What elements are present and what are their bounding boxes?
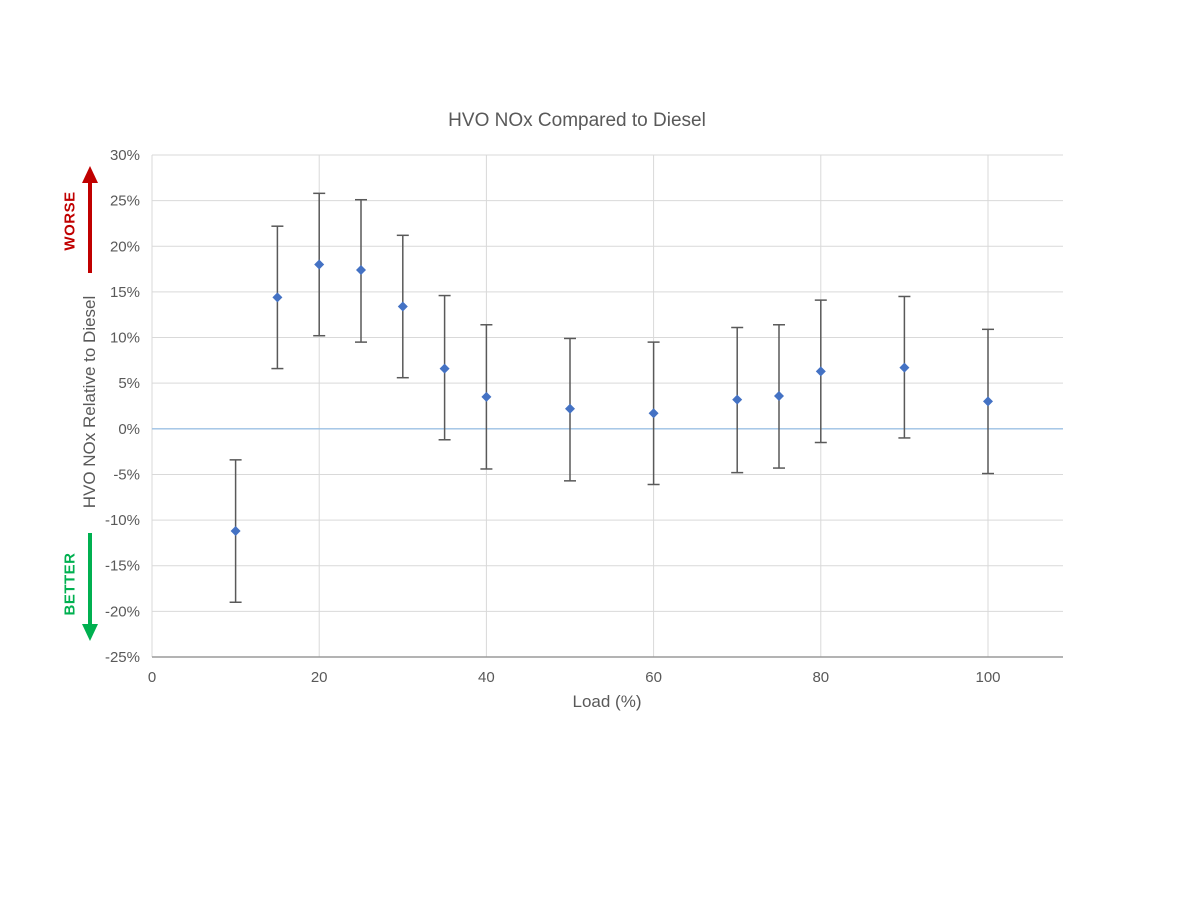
y-tick-label: -20% <box>105 603 140 620</box>
y-tick-label: -5% <box>113 466 140 483</box>
data-point-marker <box>481 391 492 402</box>
y-tick-label: -10% <box>105 512 140 529</box>
data-point-marker <box>314 259 325 270</box>
data-point-marker <box>648 408 659 419</box>
data-point-marker <box>230 526 241 537</box>
data-point-marker <box>732 394 743 405</box>
x-tick-label: 20 <box>311 669 328 686</box>
y-tick-label: 25% <box>110 193 140 210</box>
y-tick-label: 5% <box>118 375 140 392</box>
y-tick-label: 0% <box>118 421 140 438</box>
data-point-marker <box>774 390 784 401</box>
data-point-marker <box>899 362 910 373</box>
data-point-marker <box>439 363 450 374</box>
y-tick-label: 30% <box>110 147 140 164</box>
y-tick-label: 10% <box>110 330 140 347</box>
better-arrowhead-icon <box>82 624 98 641</box>
chart-title: HVO NOx Compared to Diesel <box>448 110 706 131</box>
y-tick-label: -25% <box>105 649 140 666</box>
x-tick-label: 60 <box>645 669 662 686</box>
x-tick-label: 40 <box>478 669 495 686</box>
data-point-marker <box>565 403 575 414</box>
x-axis-title: Load (%) <box>572 692 642 711</box>
worse-arrowhead-icon <box>82 166 98 183</box>
x-tick-label: 0 <box>148 669 156 686</box>
data-point-marker <box>397 301 408 312</box>
y-tick-label: -15% <box>105 558 140 575</box>
data-point-marker <box>356 265 366 276</box>
data-point-marker <box>272 292 283 303</box>
data-point-marker <box>815 366 826 377</box>
x-tick-label: 80 <box>812 669 829 686</box>
data-point-marker <box>983 396 993 407</box>
x-tick-label: 100 <box>975 669 1000 686</box>
y-tick-label: 20% <box>110 238 140 255</box>
y-tick-label: 15% <box>110 284 140 301</box>
